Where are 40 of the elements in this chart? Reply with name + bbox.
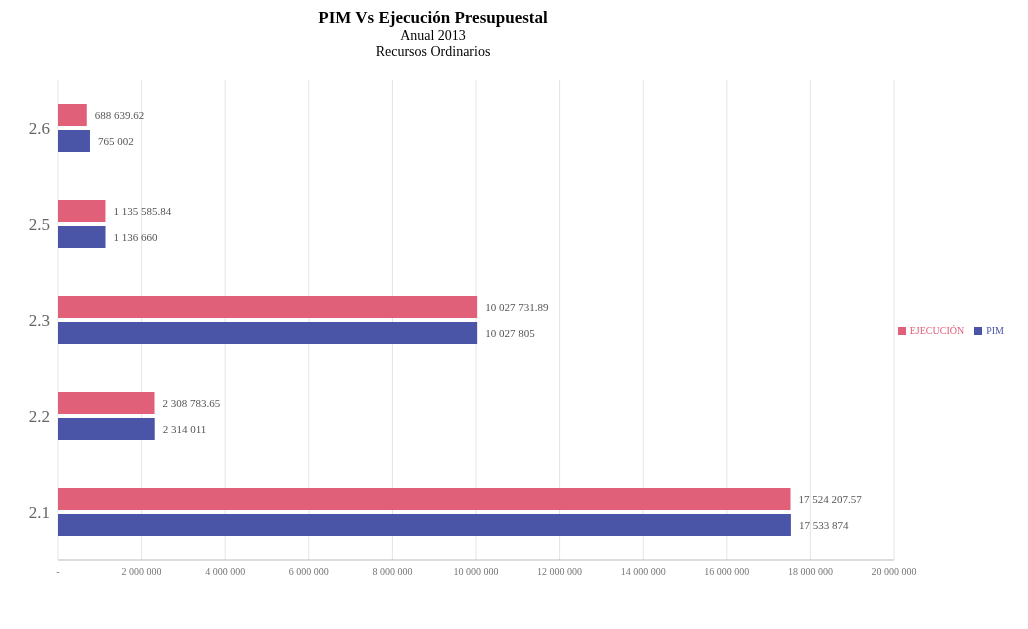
bar — [58, 226, 106, 248]
bar — [58, 200, 106, 222]
chart-title: PIM Vs Ejecución Presupuestal — [317, 8, 549, 28]
data-label: 765 002 — [97, 135, 134, 147]
y-tick-label: 2.5 — [28, 215, 50, 235]
x-tick-label: 12 000 000 — [537, 566, 583, 578]
data-label: 2 308 783.65 — [162, 397, 221, 409]
x-tick-label: - — [56, 566, 60, 578]
bar — [58, 296, 478, 318]
x-tick-label: 8 000 000 — [372, 566, 413, 578]
data-label: 2 314 011 — [162, 423, 207, 435]
bar — [58, 418, 155, 440]
data-label: 688 639.62 — [94, 109, 145, 121]
x-tick-label: 16 000 000 — [704, 566, 750, 578]
data-label: 1 135 585.84 — [113, 205, 172, 217]
bar — [58, 488, 791, 510]
chart-subtitle: Anual 2013 Recursos Ordinarios — [374, 28, 492, 60]
x-tick-label: 4 000 000 — [205, 566, 246, 578]
bar — [58, 322, 478, 344]
x-tick-label: 10 000 000 — [453, 566, 499, 578]
y-tick-label: 2.2 — [28, 407, 50, 427]
y-tick-label: 2.3 — [28, 311, 50, 331]
data-label: 10 027 731.89 — [485, 301, 549, 313]
legend-label: EJECUCIÓN — [909, 324, 965, 336]
data-label: 10 027 805 — [485, 327, 536, 339]
data-label: 17 533 874 — [798, 519, 849, 531]
legend-label: PIM — [986, 324, 1004, 336]
x-tick-label: 2 000 000 — [121, 566, 162, 578]
x-tick-label: 18 000 000 — [787, 566, 833, 578]
data-label: 1 136 660 — [113, 231, 159, 243]
x-tick-label: 20 000 000 — [871, 566, 917, 578]
bar — [58, 104, 87, 126]
x-tick-label: 6 000 000 — [288, 566, 329, 578]
x-tick-label: 14 000 000 — [620, 566, 666, 578]
y-tick-label: 2.6 — [28, 119, 50, 139]
bar — [58, 130, 90, 152]
data-label: 17 524 207.57 — [798, 493, 863, 505]
y-tick-label: 2.1 — [28, 503, 50, 523]
bar — [58, 392, 155, 414]
bar — [58, 514, 791, 536]
